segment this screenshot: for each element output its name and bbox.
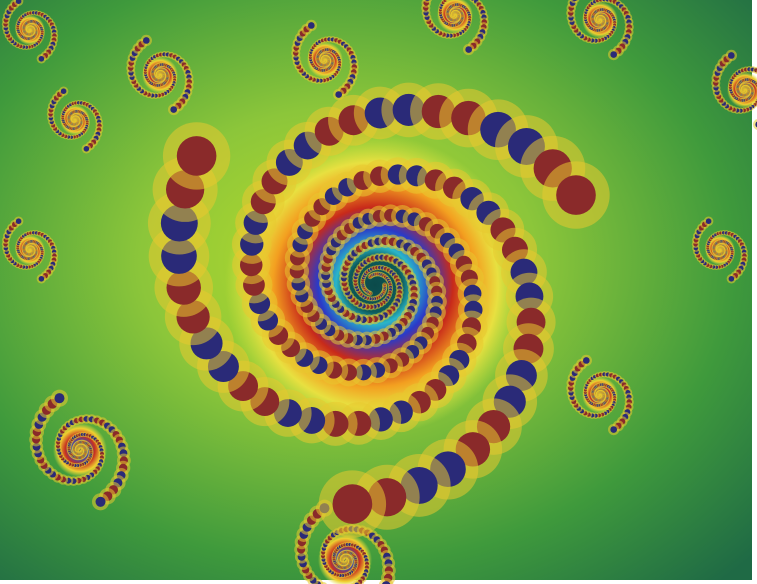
- blob: [332, 484, 373, 524]
- fringe: [752, 119, 757, 130]
- blob: [54, 393, 65, 404]
- blob: [610, 51, 618, 58]
- blob: [95, 496, 106, 507]
- blob: [572, 0, 578, 2]
- blob: [705, 218, 712, 225]
- blob: [15, 218, 22, 225]
- fringe: [444, 0, 450, 2]
- blob: [335, 91, 343, 98]
- blob: [728, 275, 735, 282]
- fringe: [352, 580, 361, 584]
- blob: [465, 46, 473, 53]
- blob: [83, 145, 90, 152]
- fringe: [378, 578, 394, 584]
- blob: [142, 37, 150, 44]
- fringe: [569, 0, 580, 4]
- blob: [176, 136, 217, 176]
- blob: [38, 55, 45, 62]
- blob: [38, 275, 45, 282]
- blob: [60, 88, 67, 95]
- blob: [556, 175, 596, 215]
- blob: [582, 357, 590, 364]
- blob: [727, 52, 735, 59]
- fringe: [423, 0, 433, 3]
- blob: [610, 426, 618, 433]
- blob: [307, 22, 315, 29]
- blob: [382, 581, 391, 584]
- blob: [425, 0, 430, 1]
- blob: [170, 106, 178, 113]
